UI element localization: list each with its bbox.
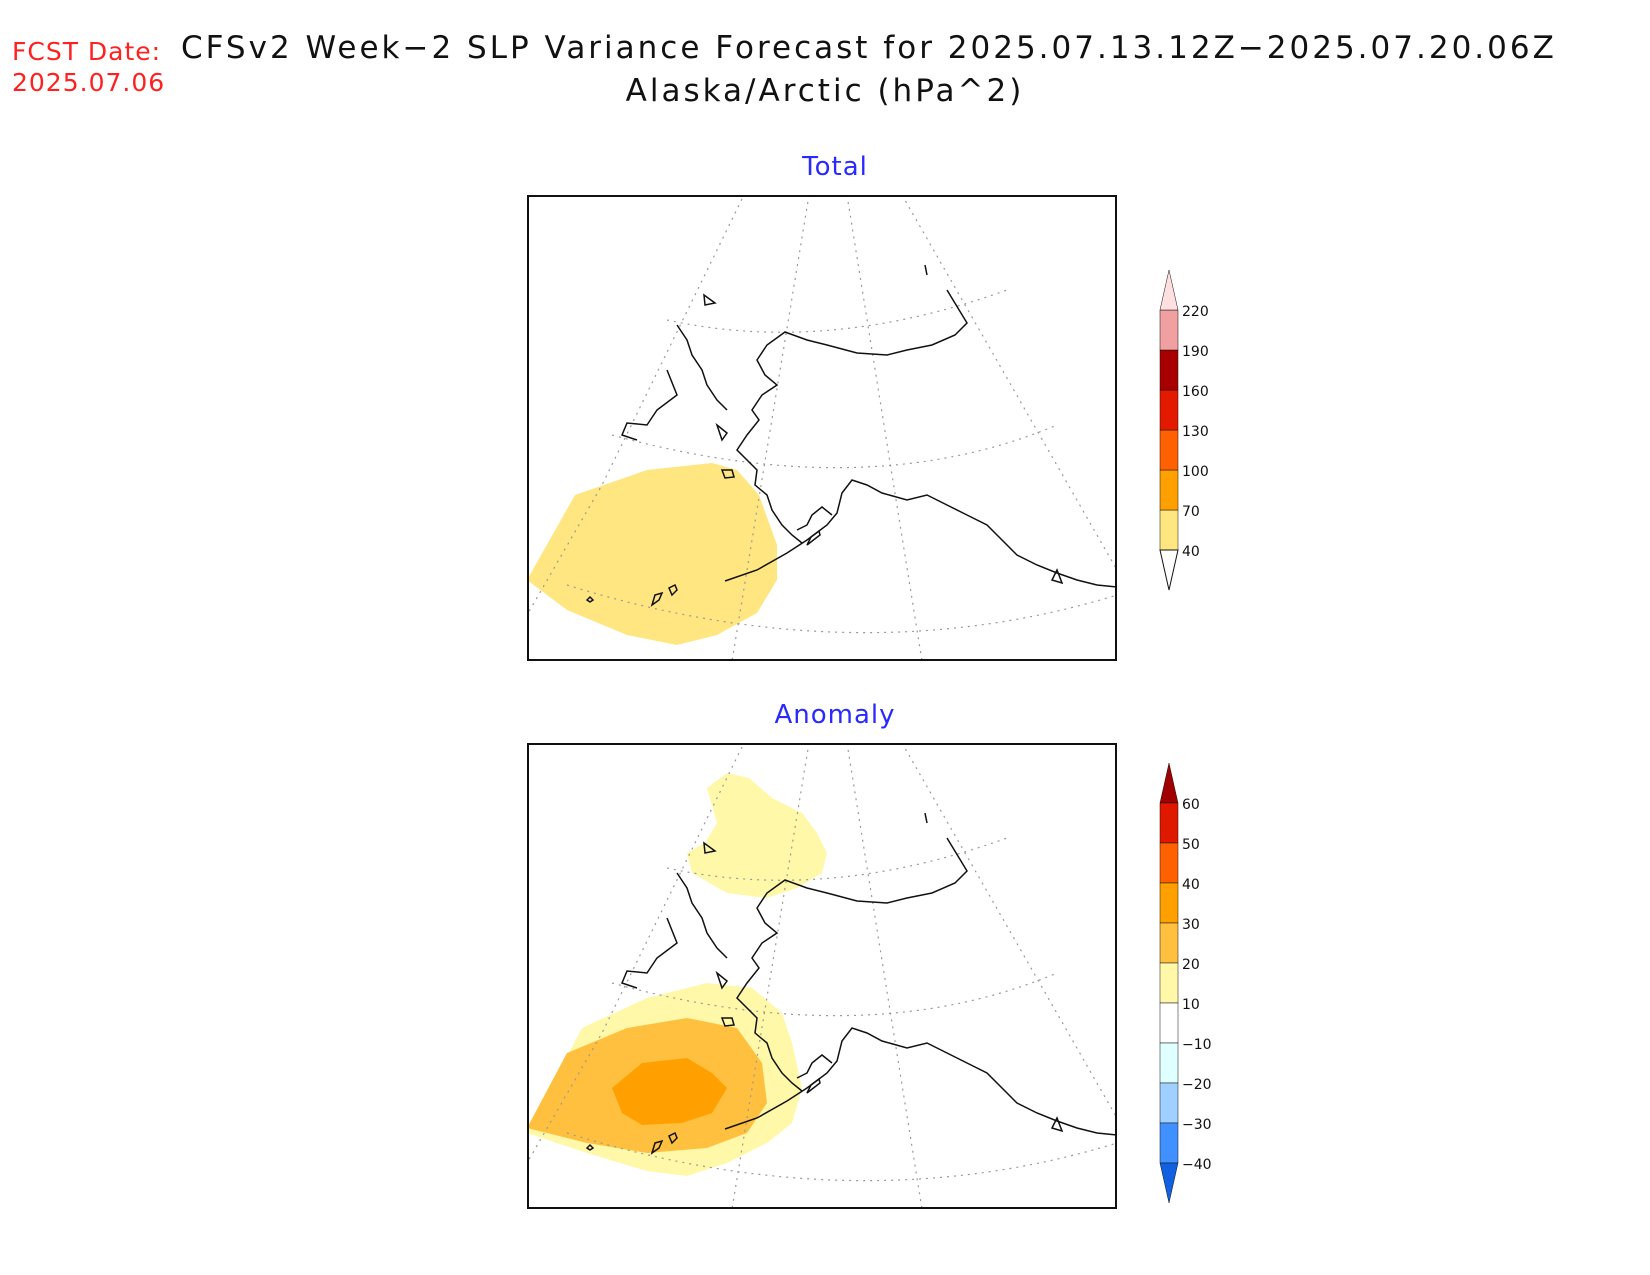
- fcst-date: 2025.07.06: [12, 68, 166, 97]
- cb-total-40: [1159, 509, 1179, 551]
- subtitle: Alaska/Arctic (hPa^2): [625, 73, 1025, 109]
- cb-anom-neutral: [1159, 1002, 1179, 1044]
- anomaly-map: [527, 743, 1117, 1209]
- panel-title-total: Total: [802, 152, 868, 182]
- shade-10-20-north: [687, 773, 827, 898]
- cb-anom-40-50: [1159, 842, 1179, 884]
- cb-total-label-130: 130: [1182, 424, 1209, 440]
- forecast-date-label: FCST Date: 2025.07.06: [12, 36, 165, 98]
- cb-total-bottom: [1159, 549, 1179, 591]
- cb-anom-30-40: [1159, 882, 1179, 924]
- coastline: [585, 264, 1117, 607]
- graticule: [527, 195, 1117, 661]
- cb-total-70: [1159, 469, 1179, 511]
- cb-anom-10-20: [1159, 962, 1179, 1004]
- cb-total-label-70: 70: [1182, 504, 1200, 520]
- cb-anom-label-m40: −40: [1182, 1157, 1212, 1173]
- cb-total-label-100: 100: [1182, 464, 1209, 480]
- cb-total-100: [1159, 429, 1179, 471]
- cb-anom-m20-m30: [1159, 1082, 1179, 1124]
- cb-anom-top: [1159, 762, 1179, 804]
- fcst-label: FCST Date:: [12, 37, 162, 66]
- total-map: [527, 195, 1117, 661]
- cb-anom-label-40: 40: [1182, 877, 1200, 893]
- shade-30-40: [612, 1058, 727, 1125]
- cb-total-130: [1159, 389, 1179, 431]
- cb-anom-label-m10: −10: [1182, 1037, 1212, 1053]
- main-title: CFSv2 Week−2 SLP Variance Forecast for 2…: [181, 30, 1557, 66]
- cb-total-label-40: 40: [1182, 544, 1200, 560]
- shade-40-70: [527, 463, 777, 645]
- cb-anom-m10-m20: [1159, 1042, 1179, 1084]
- cb-total-label-220: 220: [1182, 304, 1209, 320]
- cb-anom-label-20: 20: [1182, 957, 1200, 973]
- cb-anom-label-50: 50: [1182, 837, 1200, 853]
- cb-anom-20-30: [1159, 922, 1179, 964]
- cb-anom-50-60: [1159, 802, 1179, 844]
- cb-total-190: [1159, 309, 1179, 351]
- cb-anom-label-m20: −20: [1182, 1077, 1212, 1093]
- cb-anom-label-30: 30: [1182, 917, 1200, 933]
- cb-total-label-160: 160: [1182, 384, 1209, 400]
- coastline: [585, 812, 1117, 1155]
- cb-anom-bottom: [1159, 1162, 1179, 1204]
- total-colorbar: 40 70 100 130 160 190 220: [1159, 269, 1209, 591]
- cb-total-top: [1159, 269, 1179, 311]
- cb-anom-label-10: 10: [1182, 997, 1200, 1013]
- panel-title-anomaly: Anomaly: [774, 700, 896, 730]
- cb-anom-label-m30: −30: [1182, 1117, 1212, 1133]
- cb-anom-m30-m40: [1159, 1122, 1179, 1164]
- graticule: [527, 743, 1117, 1209]
- cb-total-label-190: 190: [1182, 344, 1209, 360]
- cb-total-160: [1159, 349, 1179, 391]
- anomaly-colorbar: 60 50 40 30 20 10 −10 −20 −30 −40: [1159, 762, 1212, 1204]
- cb-anom-label-60: 60: [1182, 797, 1200, 813]
